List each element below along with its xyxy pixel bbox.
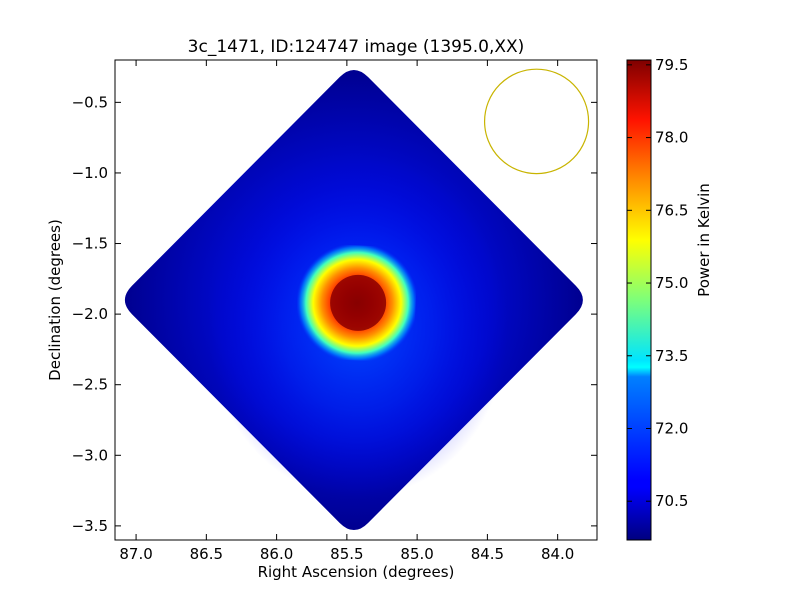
y-axis-label: Declination (degrees) (46, 219, 64, 381)
y-tick-label: −0.5 (72, 93, 108, 111)
x-tick-label: 84.5 (471, 545, 504, 563)
y-tick-label: −1.5 (72, 235, 108, 253)
y-axis-ticks: −0.5 −1.0 −1.5 −2.0 −2.5 −3.0 −3.5 (72, 93, 597, 535)
y-tick-label: −3.0 (72, 446, 108, 464)
colorbar-tick-label: 78.0 (655, 129, 688, 147)
x-tick-label: 85.5 (330, 545, 363, 563)
x-axis-ticks: 87.0 86.5 86.0 85.5 85.0 84.5 84.0 (119, 60, 574, 563)
sky-image (124, 69, 583, 531)
y-tick-label: −2.5 (72, 376, 108, 394)
colorbar-tick-label: 79.5 (655, 56, 688, 74)
colorbar: 70.5 72.0 73.5 75.0 76.5 78.0 79.5 Power in Ke… (626, 56, 713, 541)
colorbar-gradient (627, 60, 651, 540)
x-tick-label: 85.0 (400, 545, 433, 563)
colorbar-tick-label: 73.5 (655, 347, 688, 365)
source-core (330, 274, 387, 331)
plot-frame (114, 59, 598, 541)
chart-title: 3c_1471, ID:124747 image (1395.0,XX) (188, 37, 525, 57)
colorbar-tick-label: 75.0 (655, 274, 688, 292)
colorbar-ticks: 70.5 72.0 73.5 75.0 76.5 78.0 79.5 (627, 56, 688, 510)
x-tick-label: 84.0 (541, 545, 574, 563)
colorbar-label: Power in Kelvin (695, 183, 713, 297)
y-tick-label: −1.0 (72, 164, 108, 182)
y-tick-label: −3.5 (72, 517, 108, 535)
y-tick-label: −2.0 (72, 305, 108, 323)
x-tick-label: 86.5 (190, 545, 223, 563)
colorbar-tick-label: 72.0 (655, 419, 688, 437)
x-axis-label: Right Ascension (degrees) (258, 563, 455, 581)
colorbar-tick-label: 76.5 (655, 201, 688, 219)
x-tick-label: 87.0 (119, 545, 152, 563)
plot-area: 87.0 86.5 86.0 85.5 85.0 84.5 84.0 −0.5 −1.0 −1.… (72, 59, 598, 563)
colorbar-frame (626, 59, 652, 541)
x-tick-label: 86.0 (260, 545, 293, 563)
colorbar-tick-label: 70.5 (655, 492, 688, 510)
beam-circle (483, 68, 590, 175)
